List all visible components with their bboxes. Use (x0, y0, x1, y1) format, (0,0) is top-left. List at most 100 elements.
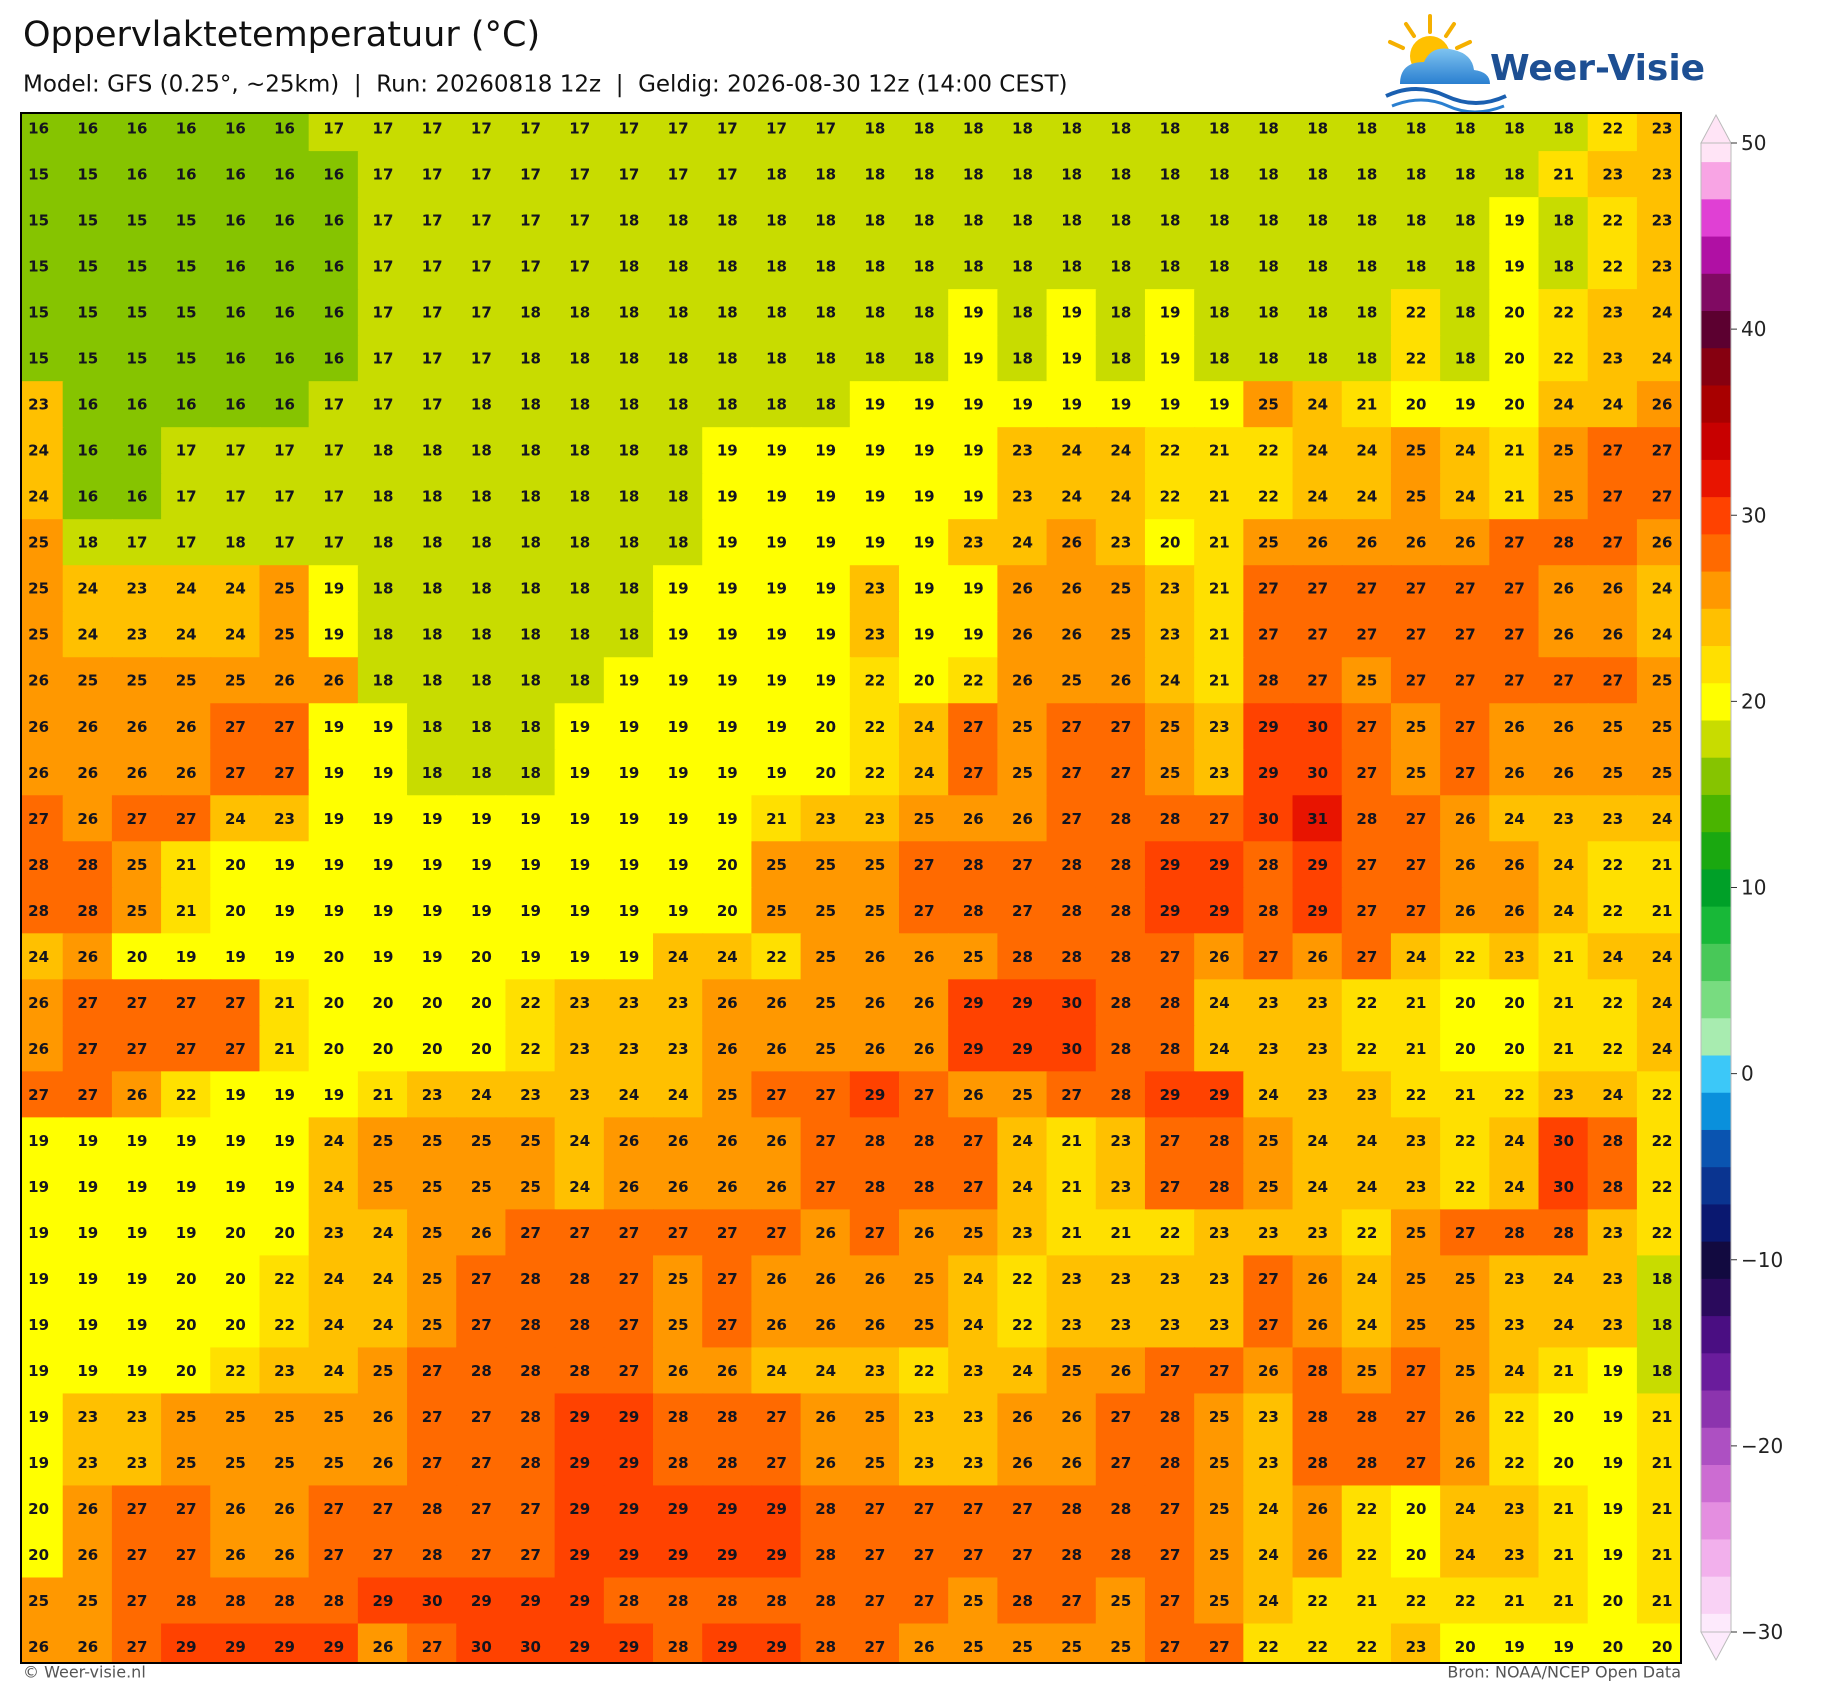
temperature-label: 26 (1061, 626, 1082, 644)
temperature-cell (1538, 197, 1589, 245)
temperature-cell (1243, 749, 1294, 797)
temperature-cell (1144, 289, 1196, 337)
temperature-label: 19 (373, 810, 394, 828)
temperature-label: 18 (569, 626, 590, 644)
temperature-label: 25 (1455, 1362, 1476, 1380)
temperature-label: 18 (717, 212, 738, 230)
temperature-label: 18 (618, 258, 639, 276)
temperature-label: 18 (766, 258, 787, 276)
temperature-cell (1587, 703, 1638, 751)
temperature-cell (1587, 1071, 1638, 1119)
temperature-cell (849, 703, 900, 751)
temperature-label: 18 (520, 672, 541, 690)
temperature-label: 18 (1012, 350, 1033, 368)
temperature-label: 27 (1160, 1178, 1181, 1196)
temperature-label: 23 (1209, 718, 1230, 736)
temperature-label: 23 (668, 1040, 689, 1058)
temperature-cell (210, 565, 261, 613)
temperature-label: 16 (176, 396, 197, 414)
temperature-cell (1341, 1623, 1392, 1663)
temperature-label: 27 (963, 1500, 984, 1518)
temperature-label: 20 (1602, 1638, 1623, 1656)
temperature-label: 22 (963, 672, 984, 690)
temperature-label: 27 (274, 764, 295, 782)
temperature-label: 16 (28, 120, 49, 138)
temperature-cell (1390, 1071, 1442, 1119)
temperature-cell (751, 335, 802, 383)
temperature-label: 26 (914, 1638, 935, 1656)
temperature-cell (1194, 1623, 1245, 1663)
temperature-cell (505, 1163, 556, 1211)
temperature-cell (456, 565, 507, 613)
temperature-cell (1440, 1163, 1491, 1211)
temperature-cell (1341, 611, 1392, 659)
temperature-label: 19 (471, 856, 492, 874)
temperature-label: 18 (422, 442, 443, 460)
temperature-label: 26 (1602, 580, 1623, 598)
temperature-label: 26 (28, 1040, 49, 1058)
temperature-cell (357, 565, 409, 613)
temperature-cell (1636, 1439, 1681, 1487)
temperature-cell (653, 657, 704, 705)
temperature-cell (948, 1577, 999, 1625)
temperature-cell (1194, 1485, 1245, 1533)
temperature-cell (1440, 1485, 1491, 1533)
temperature-cell (849, 1209, 900, 1257)
temperature-cell (751, 243, 802, 291)
temperature-cell (505, 565, 556, 613)
temperature-cell (1194, 1117, 1245, 1165)
temperature-label: 16 (127, 396, 148, 414)
temperature-label: 29 (618, 1500, 639, 1518)
temperature-cell (554, 113, 605, 153)
temperature-cell (210, 1117, 261, 1165)
temperature-cell (948, 197, 999, 245)
temperature-cell (1587, 1531, 1638, 1579)
temperature-cell (849, 657, 900, 705)
temperature-label: 24 (225, 810, 246, 828)
temperature-label: 19 (717, 672, 738, 690)
temperature-cell (308, 1577, 359, 1625)
temperature-label: 23 (1209, 1316, 1230, 1334)
temperature-label: 27 (225, 1040, 246, 1058)
temperature-cell (456, 1531, 507, 1579)
temperature-label: 27 (373, 1500, 394, 1518)
temperature-label: 25 (1406, 442, 1427, 460)
temperature-cell (357, 657, 409, 705)
temperature-cell (997, 1347, 1048, 1395)
temperature-label: 22 (1406, 304, 1427, 322)
temperature-label: 24 (1504, 1132, 1525, 1150)
temperature-label: 27 (1356, 718, 1377, 736)
temperature-label: 17 (717, 166, 738, 184)
temperature-cell (603, 289, 655, 337)
temperature-cell (357, 1577, 409, 1625)
temperature-cell (898, 1071, 950, 1119)
temperature-cell (997, 1025, 1048, 1073)
temperature-cell (62, 795, 113, 843)
temperature-label: 24 (1012, 1132, 1033, 1150)
temperature-label: 17 (323, 120, 344, 138)
temperature-label: 18 (1110, 304, 1131, 322)
temperature-label: 25 (1110, 580, 1131, 598)
temperature-label: 21 (1209, 580, 1230, 598)
temperature-label: 25 (963, 1638, 984, 1656)
temperature-cell (603, 1623, 655, 1663)
temperature-cell (1390, 887, 1442, 935)
temperature-cell (603, 381, 655, 429)
temperature-cell (111, 335, 163, 383)
temperature-cell (1489, 933, 1540, 981)
temperature-cell (1046, 113, 1097, 153)
temperature-label: 28 (1602, 1132, 1623, 1150)
temperature-cell (1538, 113, 1589, 153)
temperature-cell (1243, 933, 1294, 981)
temperature-cell (21, 335, 64, 383)
temperature-cell (1243, 887, 1294, 935)
temperature-cell (800, 1347, 851, 1395)
temperature-label: 18 (520, 626, 541, 644)
temperature-label: 26 (28, 672, 49, 690)
temperature-cell (62, 841, 113, 889)
temperature-label: 27 (1406, 580, 1427, 598)
temperature-label: 25 (1553, 442, 1574, 460)
temperature-label: 18 (520, 718, 541, 736)
temperature-cell (751, 841, 802, 889)
temperature-label: 18 (422, 718, 443, 736)
